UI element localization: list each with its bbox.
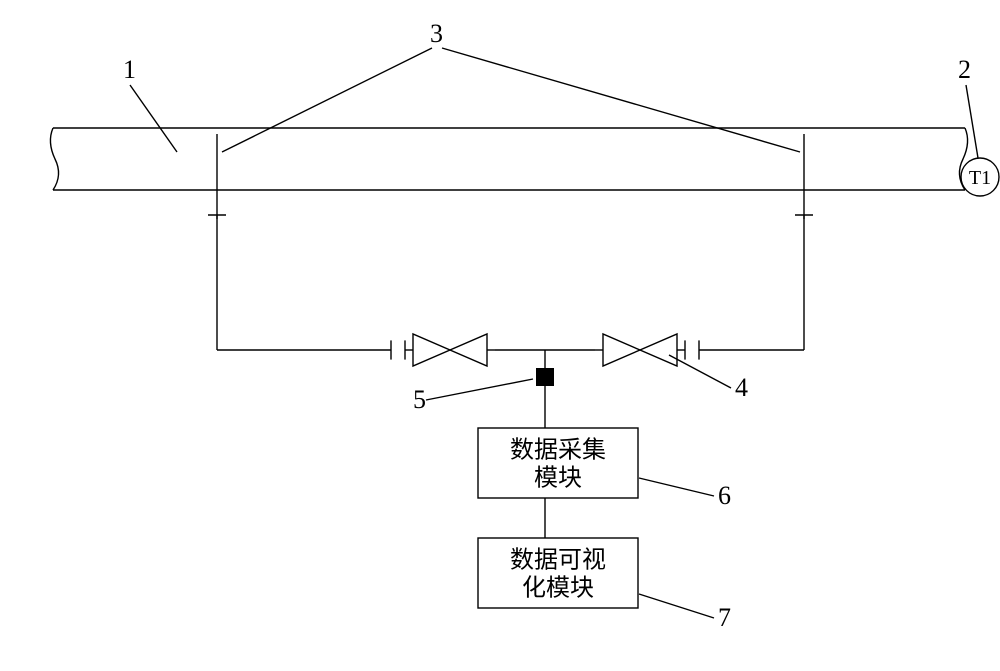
leader-4 [669,355,731,388]
pipe-left-break [50,128,58,190]
callout-2: 2 [958,55,971,84]
valve-right-tri-a [603,334,640,366]
box-data-acquisition-line1: 数据采集 [510,436,606,463]
leader-1 [130,85,177,152]
sensor-node [536,368,554,386]
callout-1: 1 [123,55,136,84]
valve-left-tri-b [450,334,487,366]
callout-4: 4 [735,373,748,402]
valve-left-tri-a [413,334,450,366]
leader-7 [639,594,714,618]
leader-3a [222,48,432,152]
leader-6 [639,478,714,496]
callout-5: 5 [413,385,426,414]
box-data-acquisition-line2: 模块 [534,464,582,491]
valve-right-tri-b [640,334,677,366]
box-data-visualization-line2: 化模块 [522,574,594,601]
box-data-visualization-line1: 数据可视 [510,546,606,573]
t1-label: T1 [969,167,991,189]
leader-5 [426,379,533,400]
callout-6: 6 [718,481,731,510]
leader-3b [442,48,800,152]
leader-2 [966,85,978,158]
callout-3: 3 [430,19,443,48]
callout-7: 7 [718,603,731,632]
